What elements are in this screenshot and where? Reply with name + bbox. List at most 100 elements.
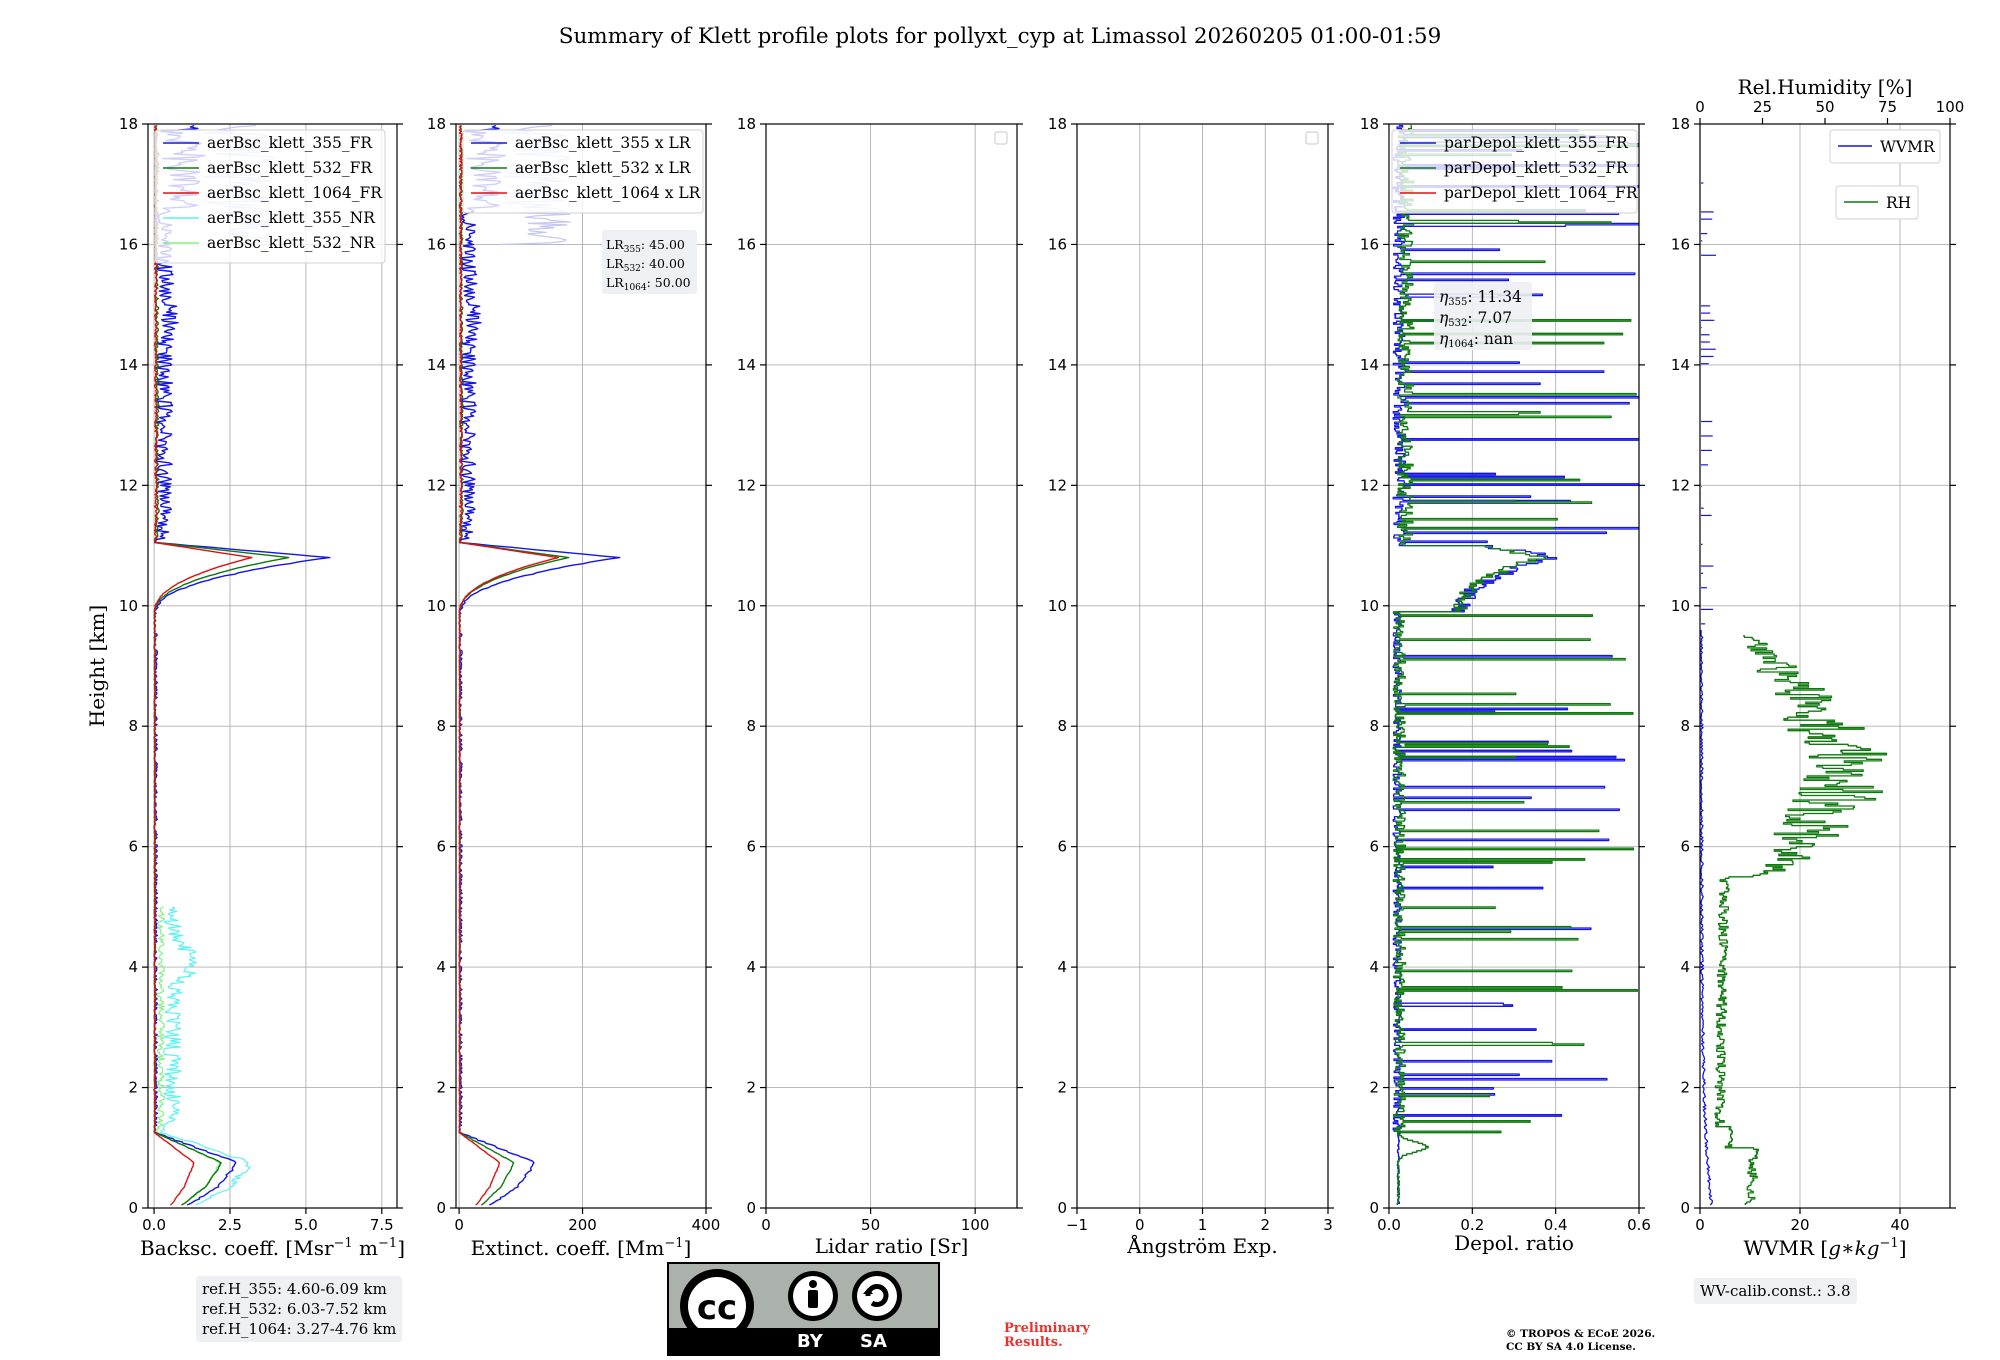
y-tick-label: 4: [436, 958, 446, 976]
series-aerBsc_klett_532_x_LR: [458, 125, 570, 1206]
y-tick-label: 18: [1048, 115, 1067, 133]
y-tick-label: 18: [1360, 115, 1379, 133]
y-tick-label: 12: [427, 476, 446, 494]
axes-frame: [455, 123, 707, 1209]
lidar-ratio-1064: LR1064: 50.00: [606, 275, 691, 293]
y-tick-label: 10: [737, 597, 756, 615]
panel-ext: 0 2 4 6 8 10 12 14 16 18 0 200 400 aerBsc_klett_355 x…: [427, 115, 720, 1260]
legend-box: [154, 129, 386, 264]
ref-height-532: ref.H_532: 6.03-7.52 km: [202, 1300, 387, 1318]
eta-532: η532: 7.07: [1439, 309, 1512, 329]
y-tick-label: 4: [128, 958, 138, 976]
y-tick-label: 12: [737, 476, 756, 494]
top-x-tick-label: 25: [1753, 98, 1772, 116]
y-tick-label: 0: [1369, 1199, 1379, 1217]
x-axis-label: Extinct. coeff. [Mm−1]: [471, 1236, 692, 1260]
empty-legend-box: [994, 131, 1008, 145]
cc-by-label: BY: [797, 1331, 823, 1352]
y-tick-label: 18: [119, 115, 138, 133]
x-tick-label: 0.4: [1544, 1216, 1568, 1234]
cc-logo-text: cc: [697, 1288, 737, 1328]
series-aerBsc_klett_355_x_LR: [458, 124, 621, 1206]
y-tick-label: 2: [746, 1079, 756, 1097]
y-tick-label: 16: [119, 235, 138, 253]
y-tick-label: 4: [1680, 958, 1690, 976]
y-tick-label: 10: [1048, 597, 1067, 615]
eta-box: [1434, 282, 1532, 350]
series-aerBsc_klett_532_NR: [155, 906, 221, 1206]
y-tick-label: 12: [1671, 476, 1690, 494]
x-axis-label: Depol. ratio: [1454, 1231, 1574, 1255]
empty-legend-box: [1305, 131, 1319, 145]
legend-label: aerBsc_klett_532 x LR: [515, 159, 692, 177]
y-tick-label: 0: [1680, 1199, 1690, 1217]
legend-label: aerBsc_klett_355 x LR: [515, 134, 692, 152]
panel-bsc: 0 2 4 6 8 10 12 14 16 18 0.0 2.5 5.0 7.5 aerBsc_klett_…: [85, 115, 405, 1260]
y-tick-label: 18: [1671, 115, 1690, 133]
y-tick-label: 14: [737, 356, 756, 374]
axes-frame: [147, 123, 398, 1209]
x-axis-label: Ångström Exp.: [1126, 1233, 1277, 1258]
ref-height-1064: ref.H_1064: 3.27-4.76 km: [202, 1320, 397, 1338]
y-tick-label: 14: [427, 356, 446, 374]
y-tick-label: 16: [427, 235, 446, 253]
y-tick-label: 12: [119, 476, 138, 494]
x-tick-label: 20: [1790, 1216, 1809, 1234]
y-tick-label: 2: [128, 1079, 138, 1097]
x-axis-label: Lidar ratio [Sr]: [815, 1234, 969, 1258]
y-tick-label: 10: [1360, 597, 1379, 615]
legend-box-wvmr: [1829, 129, 1941, 164]
x-axis-label: Backsc. coeff. [Msr−1 m−1]: [140, 1236, 405, 1260]
x-tick-label: 3: [1323, 1216, 1333, 1234]
y-tick-label: 16: [1360, 235, 1379, 253]
y-tick-label: 8: [436, 717, 446, 735]
y-tick-label: 4: [1369, 958, 1379, 976]
y-tick-label: 0: [128, 1199, 138, 1217]
y-tick-label: 14: [1671, 356, 1690, 374]
y-tick-label: 16: [737, 235, 756, 253]
axes-frame: [765, 123, 1018, 1209]
cc-license-badge: cc BY SA: [667, 1262, 940, 1356]
y-tick-label: 12: [1360, 476, 1379, 494]
y-tick-label: 8: [128, 717, 138, 735]
y-tick-label: 18: [427, 115, 446, 133]
y-tick-label: 2: [1057, 1079, 1067, 1097]
y-tick-label: 16: [1671, 235, 1690, 253]
eta-355: η355: 11.34: [1439, 288, 1522, 308]
x-tick-label: 0: [454, 1216, 464, 1234]
y-tick-label: 14: [1048, 356, 1067, 374]
wv-calib-text: WV-calib.const.: 3.8: [1700, 1282, 1851, 1300]
legend-label: aerBsc_klett_1064 x LR: [515, 184, 702, 202]
legend-label: aerBsc_klett_1064_FR: [207, 184, 383, 202]
x-tick-label: 0.0: [1377, 1216, 1401, 1234]
top-x-tick-label: 100: [1936, 98, 1965, 116]
x-tick-label: 50: [861, 1216, 880, 1234]
legend-label: parDepol_klett_532_FR: [1444, 159, 1629, 177]
y-tick-label: 6: [1680, 838, 1690, 856]
y-tick-label: 6: [1057, 838, 1067, 856]
y-tick-label: 2: [1369, 1079, 1379, 1097]
y-tick-label: 6: [746, 838, 756, 856]
series-WVMR: [1700, 629, 1713, 1206]
x-tick-label: 0.6: [1627, 1216, 1651, 1234]
x-tick-label: 0: [761, 1216, 771, 1234]
copyright-note: © TROPOS & ECoE 2026. CC BY SA 4.0 Licen…: [1506, 1328, 1655, 1354]
legend-label: aerBsc_klett_355_FR: [207, 134, 373, 152]
y-tick-label: 14: [119, 356, 138, 374]
x-tick-label: 2: [1260, 1216, 1270, 1234]
series-aerBsc_klett_355_NR: [160, 906, 251, 1206]
series-aerBsc_klett_355_FR: [153, 124, 331, 1206]
wv-calib-box: WV-calib.const.: 3.8: [1694, 1278, 1857, 1304]
legend-label: aerBsc_klett_532_NR: [207, 234, 376, 252]
figure-title: Summary of Klett profile plots for polly…: [559, 24, 1442, 49]
legend-box: [1391, 129, 1638, 214]
x-tick-label: 1: [1198, 1216, 1208, 1234]
eta-1064: η1064: nan: [1439, 330, 1513, 350]
top-x-tick-label: 0: [1695, 98, 1705, 116]
x-tick-label: 0: [1135, 1216, 1145, 1234]
x-axis-label: WVMR [g∗kg−1]: [1743, 1236, 1906, 1260]
x-tick-label: −1: [1066, 1216, 1088, 1234]
y-tick-label: 10: [427, 597, 446, 615]
axes-frame: [1388, 123, 1640, 1209]
